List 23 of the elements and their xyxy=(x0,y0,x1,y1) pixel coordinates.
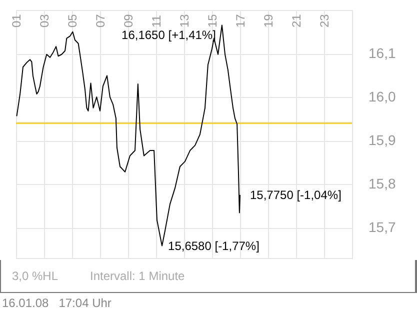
y-tick-label: 15,9 xyxy=(368,132,396,148)
x-tick-label: 21 xyxy=(290,14,304,28)
x-tick-label: 19 xyxy=(262,14,276,28)
y-tick-label: 15,8 xyxy=(368,176,396,192)
text: Intervall: 1 Minute xyxy=(90,269,185,283)
annotation: 15,7750 [-1,04%] xyxy=(250,188,342,202)
x-tick-label: 01 xyxy=(10,14,24,28)
y-tick-label: 15,7 xyxy=(368,219,396,236)
text: 3,0 %HL xyxy=(12,269,58,283)
x-tick-label: 05 xyxy=(66,14,80,28)
x-tick-label: 09 xyxy=(122,14,136,28)
x-tick-label: 03 xyxy=(38,14,52,28)
x-tick-label: 11 xyxy=(150,14,164,28)
annotation: 16,1650 [+1,41%] xyxy=(122,28,216,42)
y-tick-label: 16,0 xyxy=(368,88,396,105)
x-tick-label: 07 xyxy=(94,14,108,28)
y-tick-label: 16,1 xyxy=(368,45,396,62)
x-tick-label: 23 xyxy=(318,14,332,28)
x-tick-label: 17 xyxy=(234,14,248,28)
x-tick-label: 13 xyxy=(178,14,192,28)
text: 16.01.08 17:04 Uhr xyxy=(2,296,112,310)
x-tick-label: 15 xyxy=(206,14,220,28)
annotation: 15,6580 [-1,77%] xyxy=(168,238,260,253)
